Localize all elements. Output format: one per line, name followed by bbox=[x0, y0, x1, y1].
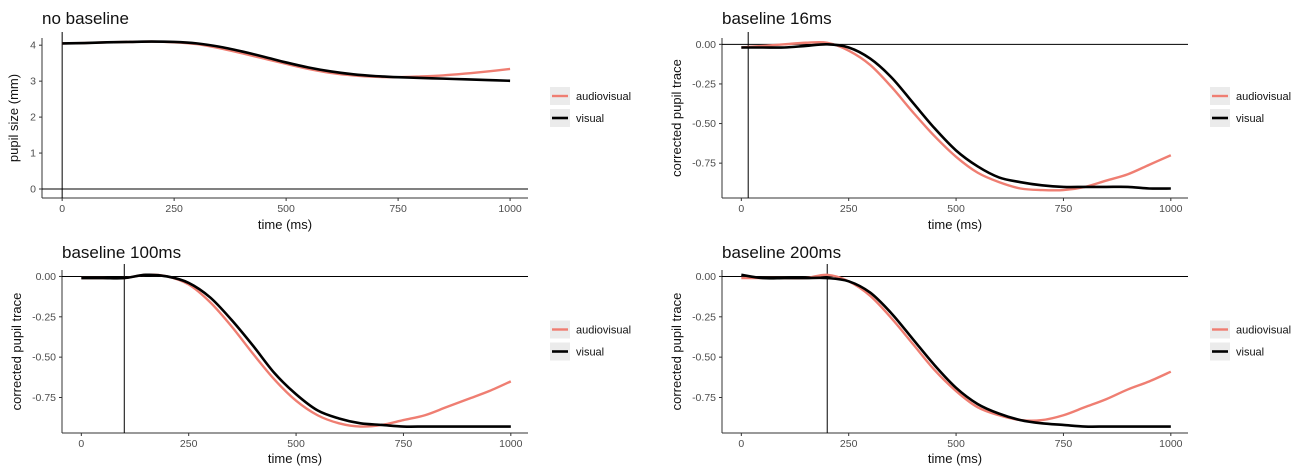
y-tick-label: 0 bbox=[30, 184, 36, 196]
legend-label: visual bbox=[1236, 113, 1264, 125]
y-tick-label: -0.25 bbox=[692, 311, 716, 323]
y-tick-label: 0.00 bbox=[36, 271, 57, 283]
legend-label: audiovisual bbox=[576, 91, 631, 103]
panel-1: no baseline 0 250 500 750 1000 0 1 2 3 4 time (ms) p… bbox=[6, 9, 631, 232]
y-tick-label: -0.25 bbox=[32, 311, 56, 323]
x-axis-label: time (ms) bbox=[928, 451, 982, 466]
x-tick-label: 500 bbox=[277, 203, 295, 215]
x-tick-label: 750 bbox=[1055, 438, 1073, 450]
legend-label: visual bbox=[576, 113, 604, 125]
x-tick-label: 250 bbox=[840, 203, 858, 215]
panel-3: baseline 100ms 0 250 500 750 1000 0.00 -0.25 -0.… bbox=[9, 243, 631, 466]
legend-label: audiovisual bbox=[576, 325, 631, 337]
series-line-audiovisual bbox=[741, 273, 1172, 422]
y-tick-label: -0.75 bbox=[692, 392, 716, 404]
legend-label: audiovisual bbox=[1236, 325, 1291, 337]
panel-2: baseline 16ms 0 250 500 750 1000 0.00 -0.25 -0.5… bbox=[669, 9, 1291, 232]
series-line-visual bbox=[81, 273, 511, 428]
y-tick-label: 1 bbox=[30, 148, 36, 160]
series-line-audiovisual bbox=[81, 273, 512, 428]
x-tick-label: 1000 bbox=[1159, 438, 1183, 450]
x-tick-label: 0 bbox=[738, 438, 744, 450]
panel-4: baseline 200ms 0 250 500 750 1000 0.00 -0.25 -0.… bbox=[669, 243, 1291, 466]
panel-title: baseline 16ms bbox=[722, 9, 832, 28]
y-tick-label: 0.00 bbox=[696, 39, 717, 51]
x-tick-label: 1000 bbox=[1159, 203, 1183, 215]
x-tick-label: 250 bbox=[165, 203, 183, 215]
x-tick-label: 0 bbox=[78, 438, 84, 450]
y-tick-label: 2 bbox=[30, 112, 36, 124]
x-tick-label: 500 bbox=[947, 203, 965, 215]
series-line-visual bbox=[62, 40, 511, 83]
x-tick-label: 1000 bbox=[499, 438, 523, 450]
series-line-visual bbox=[741, 273, 1171, 428]
x-tick-label: 750 bbox=[395, 438, 413, 450]
legend-label: audiovisual bbox=[1236, 91, 1291, 103]
x-tick-label: 0 bbox=[738, 203, 744, 215]
legend-label: visual bbox=[1236, 347, 1264, 359]
y-tick-label: 0.00 bbox=[696, 271, 717, 283]
x-tick-label: 500 bbox=[287, 438, 305, 450]
series-line-audiovisual bbox=[741, 40, 1172, 192]
x-tick-label: 0 bbox=[59, 203, 65, 215]
x-tick-label: 750 bbox=[1055, 203, 1073, 215]
x-tick-label: 750 bbox=[389, 203, 407, 215]
x-tick-label: 250 bbox=[840, 438, 858, 450]
panel-title: no baseline bbox=[42, 9, 129, 28]
series-line-audiovisual bbox=[62, 40, 511, 79]
panel-title: baseline 200ms bbox=[722, 243, 841, 262]
y-tick-label: -0.75 bbox=[692, 158, 716, 170]
x-tick-label: 500 bbox=[947, 438, 965, 450]
x-axis-label: time (ms) bbox=[258, 217, 312, 232]
y-tick-label: -0.50 bbox=[32, 352, 56, 364]
y-tick-label: -0.50 bbox=[692, 118, 716, 130]
y-axis-label: corrected pupil trace bbox=[669, 293, 684, 411]
series-line-visual bbox=[741, 43, 1171, 190]
y-axis-label: corrected pupil trace bbox=[9, 293, 24, 411]
legend-label: visual bbox=[576, 347, 604, 359]
y-tick-label: -0.50 bbox=[692, 352, 716, 364]
x-tick-label: 1000 bbox=[498, 203, 522, 215]
y-tick-label: 4 bbox=[30, 40, 36, 52]
panel-title: baseline 100ms bbox=[62, 243, 181, 262]
y-axis-label: pupil size (mm) bbox=[6, 74, 21, 162]
y-tick-label: -0.75 bbox=[32, 392, 56, 404]
x-axis-label: time (ms) bbox=[928, 217, 982, 232]
x-axis-label: time (ms) bbox=[268, 451, 322, 466]
y-tick-label: 3 bbox=[30, 76, 36, 88]
y-tick-label: -0.25 bbox=[692, 78, 716, 90]
y-axis-label: corrected pupil trace bbox=[669, 59, 684, 177]
x-tick-label: 250 bbox=[180, 438, 198, 450]
